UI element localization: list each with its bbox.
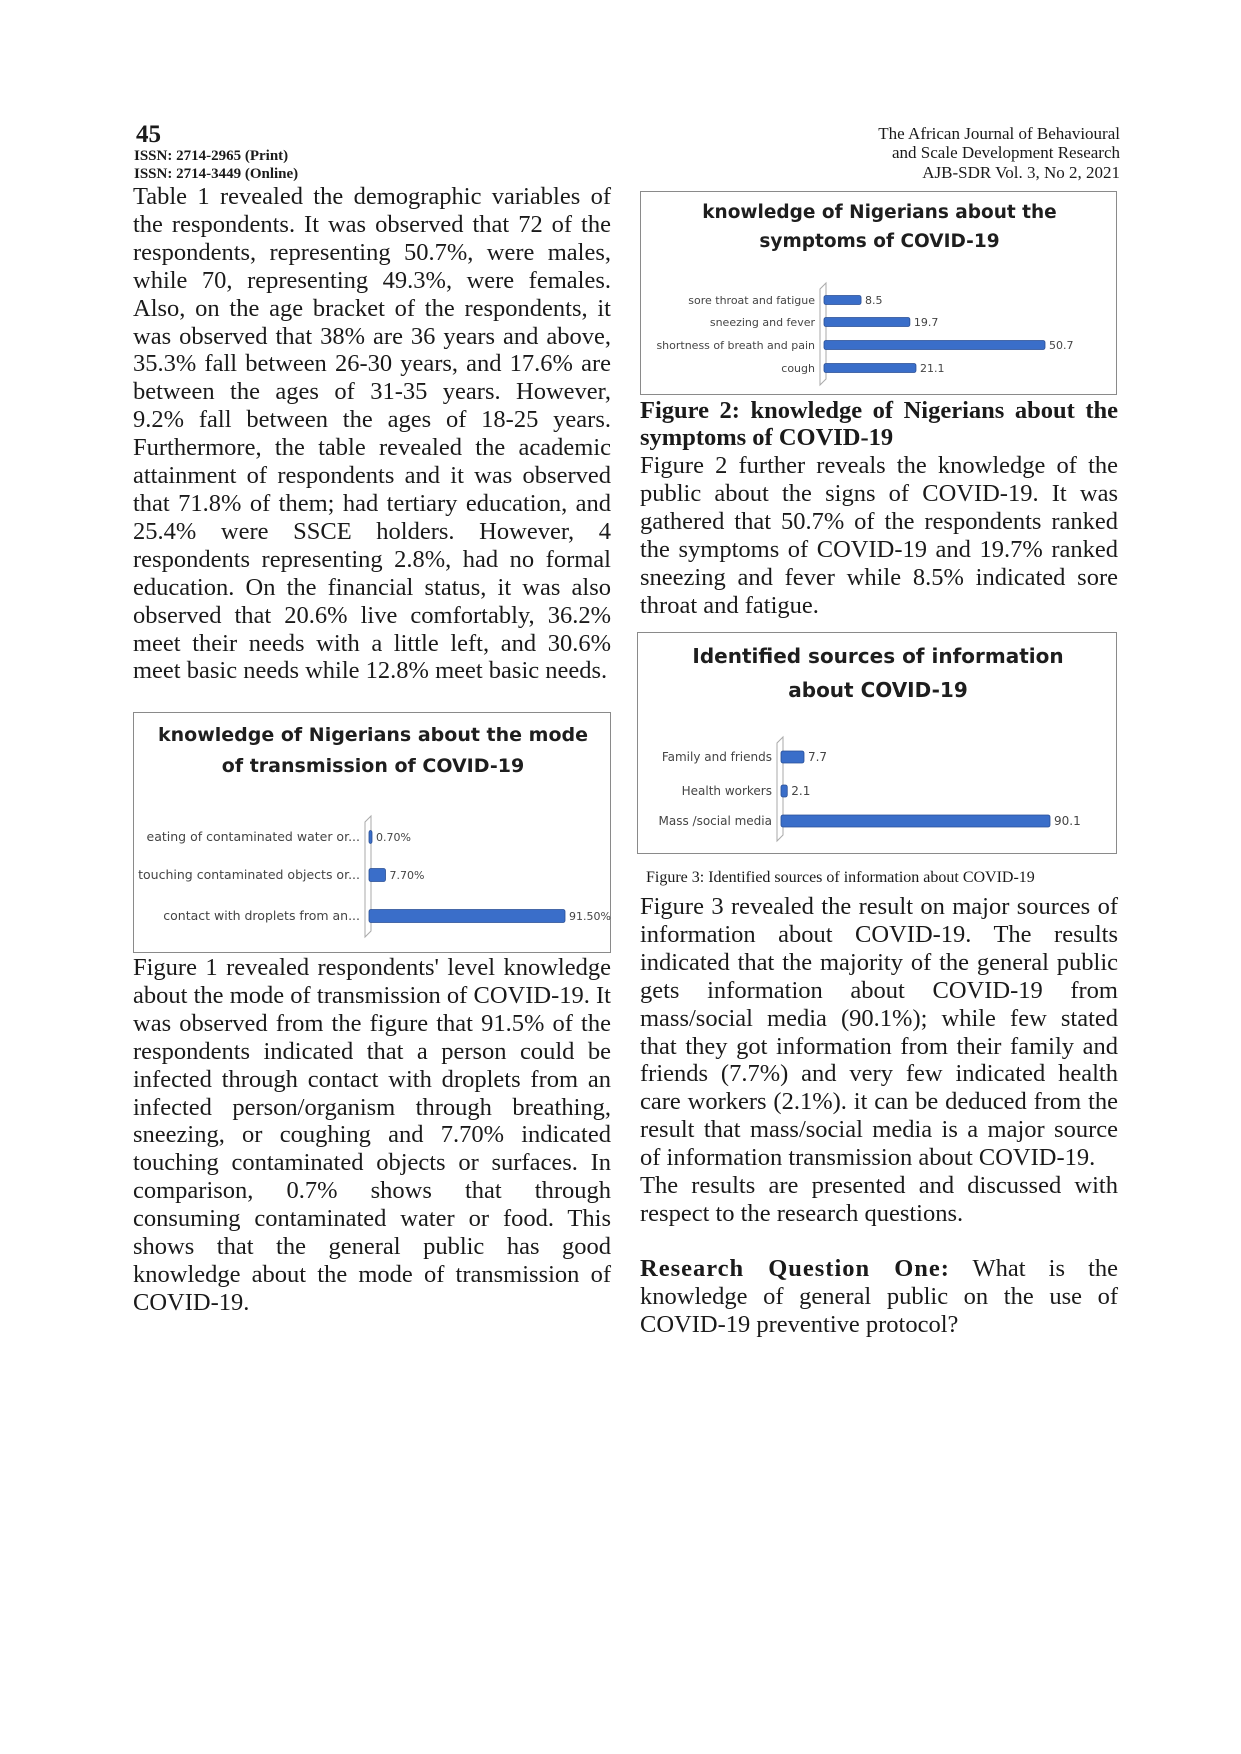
bar bbox=[368, 830, 373, 844]
bar bbox=[823, 363, 917, 373]
category-axis bbox=[364, 814, 372, 939]
figure-2-chart: knowledge of Nigerians about the symptoms… bbox=[640, 191, 1117, 395]
data-label: 2.1 bbox=[791, 784, 810, 798]
paragraph-figure-3: Figure 3 revealed the result on major so… bbox=[640, 893, 1118, 1172]
paragraph-figure-1: Figure 1 revealed respondents' level kno… bbox=[133, 954, 611, 1316]
chart-title-line: Identified sources of information bbox=[692, 644, 1063, 668]
category-label: Family and friends bbox=[662, 750, 772, 764]
research-question-one: Research Question One: What is the knowl… bbox=[640, 1255, 1118, 1339]
data-label: 7.7 bbox=[808, 750, 827, 764]
bar bbox=[823, 317, 911, 327]
issn-online: ISSN: 2714-3449 (Online) bbox=[134, 166, 299, 182]
category-label: eating of contaminated water or... bbox=[147, 829, 360, 844]
figure-1-chart: knowledge of Nigerians about the mode of … bbox=[133, 712, 611, 953]
chart-title-line: about COVID-19 bbox=[788, 678, 967, 702]
bar bbox=[780, 784, 788, 798]
bar bbox=[823, 295, 862, 305]
category-label: Health workers bbox=[682, 784, 772, 798]
paragraph-figure-2: Figure 2 further reveals the knowledge o… bbox=[640, 452, 1118, 619]
category-label: shortness of breath and pain bbox=[656, 339, 815, 352]
category-label: sneezing and fever bbox=[710, 316, 816, 329]
figure-3-caption: Figure 3: Identified sources of informat… bbox=[646, 869, 1035, 886]
category-label: contact with droplets from an... bbox=[163, 908, 360, 923]
paragraph-demographics: Table 1 revealed the demographic variabl… bbox=[133, 183, 611, 685]
research-question-label: Research Question One: bbox=[640, 1255, 950, 1282]
chart-title-line: symptoms of COVID-19 bbox=[759, 231, 999, 252]
data-label: 50.7 bbox=[1049, 339, 1074, 352]
bar bbox=[368, 909, 566, 923]
page-number: 45 bbox=[136, 121, 161, 148]
journal-title-line1: The African Journal of Behavioural bbox=[878, 124, 1120, 143]
journal-volume: AJB-SDR Vol. 3, No 2, 2021 bbox=[922, 163, 1120, 182]
data-label: 90.1 bbox=[1054, 814, 1081, 828]
figure-2-svg: knowledge of Nigerians about the symptoms… bbox=[656, 202, 1074, 387]
bar bbox=[368, 868, 386, 882]
figure-2-caption: Figure 2: knowledge of Nigerians about t… bbox=[640, 397, 1118, 451]
data-label: 7.70% bbox=[389, 869, 424, 882]
data-label: 0.70% bbox=[376, 831, 411, 844]
category-label: Mass /social media bbox=[659, 814, 772, 828]
chart-title-line: knowledge of Nigerians about the mode bbox=[158, 724, 588, 746]
paragraph-results-intro: The results are presented and discussed … bbox=[640, 1172, 1118, 1227]
category-label: sore throat and fatigue bbox=[688, 294, 815, 307]
data-label: 91.50% bbox=[569, 910, 611, 923]
figure-3-chart: Identified sources of information about C… bbox=[637, 632, 1117, 854]
category-label: touching contaminated objects or... bbox=[138, 867, 360, 882]
bar bbox=[780, 814, 1051, 828]
bar bbox=[780, 750, 805, 764]
chart-title-line: knowledge of Nigerians about the bbox=[702, 202, 1056, 223]
category-axis bbox=[819, 281, 827, 387]
research-question-text: What is the knowledge of general public … bbox=[640, 1255, 1119, 1338]
category-axis bbox=[776, 735, 784, 843]
category-label: cough bbox=[781, 362, 815, 375]
data-label: 21.1 bbox=[920, 362, 945, 375]
data-label: 8.5 bbox=[865, 294, 883, 307]
figure-1-svg: knowledge of Nigerians about the mode of … bbox=[138, 724, 611, 939]
data-label: 19.7 bbox=[914, 316, 939, 329]
chart-title-line: of transmission of COVID-19 bbox=[222, 755, 524, 777]
bar bbox=[823, 340, 1046, 350]
issn-print: ISSN: 2714-2965 (Print) bbox=[134, 148, 289, 164]
journal-title-line2: and Scale Development Research bbox=[892, 143, 1120, 162]
figure-3-svg: Identified sources of information about C… bbox=[659, 644, 1081, 843]
